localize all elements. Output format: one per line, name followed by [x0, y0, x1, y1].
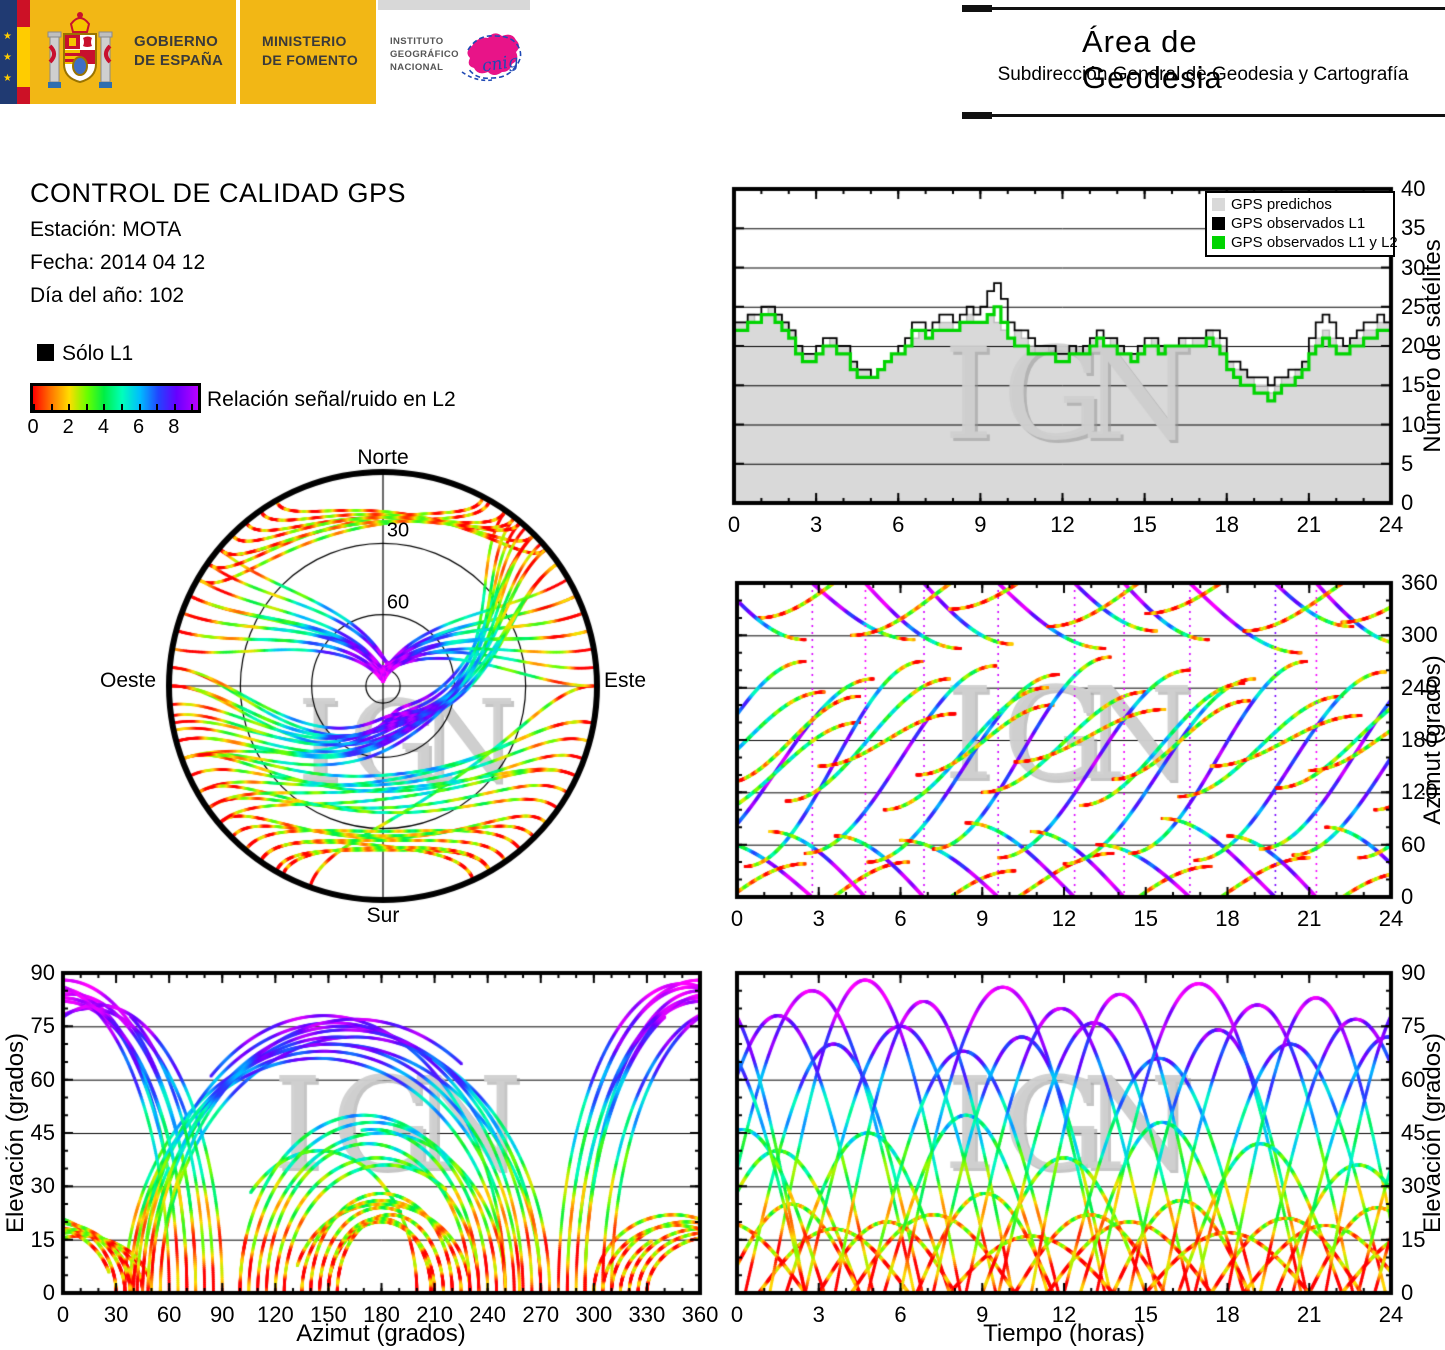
legend-label-l1l2: GPS observados L1 y L2 [1231, 233, 1398, 251]
legend-swatch-predichos [1212, 197, 1225, 211]
skyplot-ring60-label: 60 [386, 591, 410, 614]
legend-label-predichos: GPS predichos [1231, 195, 1332, 213]
legend-label-l1: GPS observados L1 [1231, 214, 1366, 232]
legend-swatch-l1l2 [1212, 235, 1225, 249]
legend-swatch-l1 [1212, 216, 1225, 230]
skyplot-ring30-label: 30 [386, 519, 410, 542]
satellites-chart-legend: GPS predichos GPS observados L1 GPS obse… [1205, 191, 1398, 257]
